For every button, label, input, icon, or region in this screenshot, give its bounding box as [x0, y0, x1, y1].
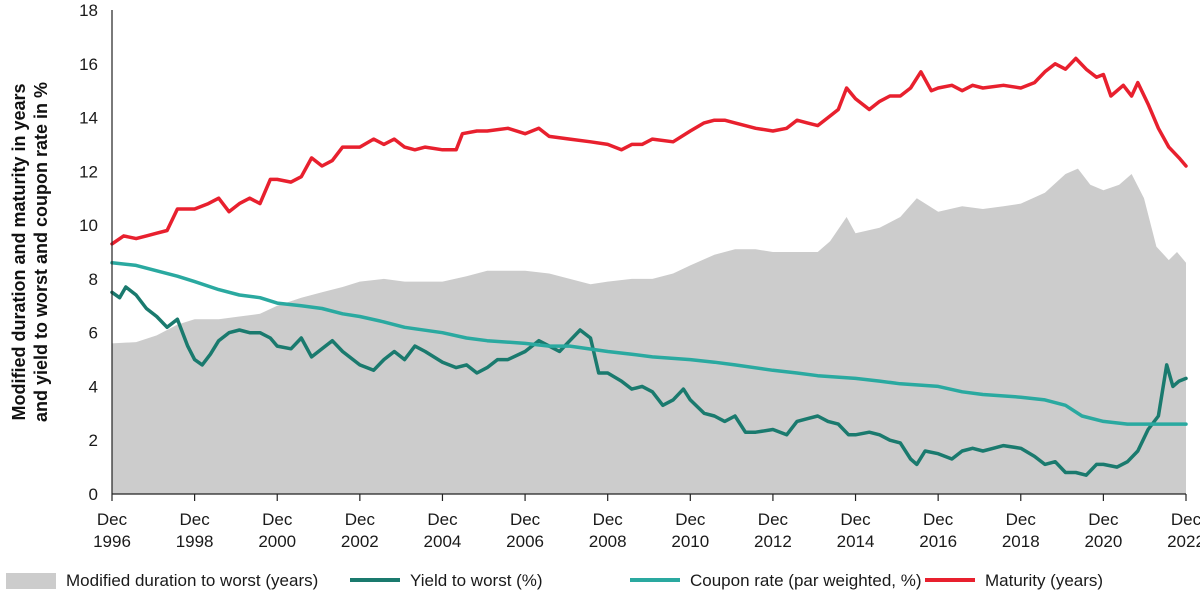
legend-item-maturity-years: Maturity (years)	[925, 571, 1103, 590]
x-tick-label-year: 2016	[919, 532, 957, 551]
y-tick-label: 8	[89, 270, 98, 289]
x-tick-label-month: Dec	[1171, 510, 1200, 529]
y-tick-label: 18	[79, 1, 98, 20]
series-coupon-rate-par-weighted-line	[110, 261, 1188, 426]
x-tick-label-year: 1998	[176, 532, 214, 551]
axes: 0 2 4 6 8 10 12 14 16 18 Dec 1996 Dec 1998 Dec 2000 Dec 2…	[79, 1, 1200, 551]
x-tick-label-year: 2008	[589, 532, 627, 551]
x-tick-label-month: Dec	[675, 510, 706, 529]
x-tick-label-month: Dec	[758, 510, 789, 529]
x-tick-label-month: Dec	[427, 510, 458, 529]
series-maturity-years-line	[110, 56, 1188, 246]
legend-item-modified-duration-to-worst-years: Modified duration to worst (years)	[6, 571, 318, 590]
y-tick-label: 4	[89, 377, 98, 396]
x-tick-label-month: Dec	[593, 510, 624, 529]
y-tick-label: 16	[79, 55, 98, 74]
legend-label: Coupon rate (par weighted, %)	[690, 571, 922, 590]
legend-item-coupon-rate-par-weighted: Coupon rate (par weighted, %)	[630, 571, 922, 590]
x-tick-label-month: Dec	[262, 510, 293, 529]
x-tick-label-year: 2020	[1084, 532, 1122, 551]
legend-label: Maturity (years)	[985, 571, 1103, 590]
x-tick-label-year: 2012	[754, 532, 792, 551]
x-tick-label-year: 2010	[671, 532, 709, 551]
y-tick-label: 14	[79, 109, 98, 128]
x-tick-label-month: Dec	[345, 510, 376, 529]
x-tick-label-year: 2004	[424, 532, 462, 551]
area-layer	[112, 168, 1186, 494]
legend-label: Yield to worst (%)	[410, 571, 543, 590]
x-tick-label-month: Dec	[1006, 510, 1037, 529]
x-tick-label-month: Dec	[1088, 510, 1119, 529]
y-tick-label: 10	[79, 216, 98, 235]
x-tick-label-month: Dec	[923, 510, 954, 529]
x-tick-label-year: 2014	[837, 532, 875, 551]
y-tick-label: 12	[79, 162, 98, 181]
x-tick-label-month: Dec	[510, 510, 541, 529]
series-yield-to-worst-line	[110, 285, 1188, 477]
x-tick-label-month: Dec	[179, 510, 210, 529]
series-modified-duration-to-worst-years-area	[112, 168, 1186, 494]
legend-label: Modified duration to worst (years)	[66, 571, 318, 590]
x-tick-label-month: Dec	[840, 510, 871, 529]
x-tick-label-year: 2002	[341, 532, 379, 551]
x-tick-label-year: 2022	[1167, 532, 1200, 551]
legend: Modified duration to worst (years) Yield …	[6, 571, 1103, 590]
x-tick-label-year: 1996	[93, 532, 131, 551]
x-tick-label-month: Dec	[97, 510, 128, 529]
y-tick-label: 2	[89, 431, 98, 450]
y-tick-label: 0	[89, 485, 98, 504]
x-tick-label-year: 2018	[1002, 532, 1040, 551]
y-tick-label: 6	[89, 324, 98, 343]
x-tick-label-year: 2000	[258, 532, 296, 551]
legend-swatch	[6, 573, 56, 589]
y-axis-label-line-2: and yield to worst and coupon rate in %	[31, 82, 51, 422]
x-tick-label-year: 2006	[506, 532, 544, 551]
y-axis-label-line-1: Modified duration and maturity in years	[9, 83, 29, 420]
line-layer	[110, 56, 1188, 477]
y-axis-label: Modified duration and maturity in years …	[9, 82, 51, 422]
legend-item-yield-to-worst: Yield to worst (%)	[350, 571, 543, 590]
